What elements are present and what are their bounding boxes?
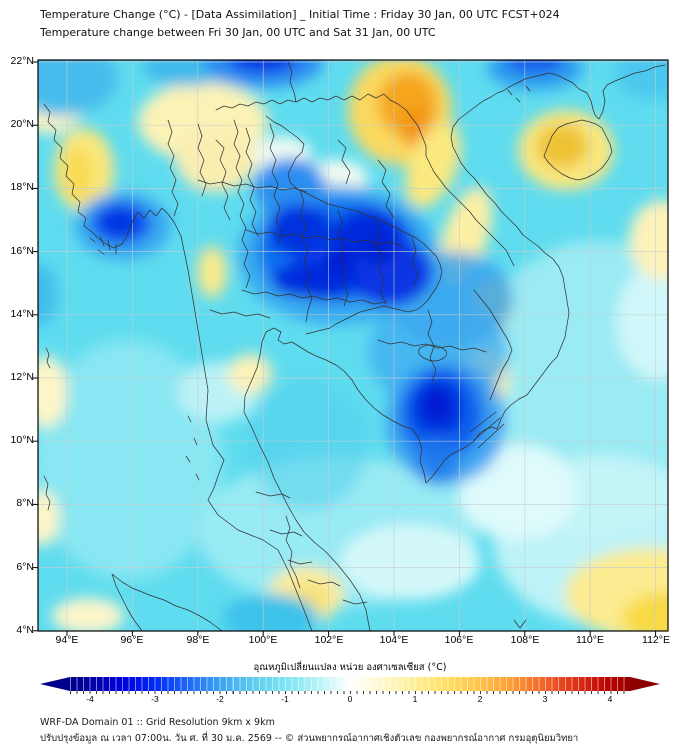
temperature-field xyxy=(38,60,668,631)
lat-axis-label: 6°N xyxy=(16,561,34,573)
lon-axis-label: 106°E xyxy=(444,634,474,646)
colorbar-left-arrow xyxy=(40,677,70,691)
footer-attribution: ปรับปรุงข้อมูล ณ เวลา 07:00น. วัน ศ. ที่… xyxy=(40,733,579,744)
map-frame xyxy=(37,59,669,632)
temperature-map xyxy=(33,59,669,636)
footer-model-info: WRF-DA Domain 01 :: Grid Resolution 9km … xyxy=(40,717,275,728)
lon-axis-label: 100°E xyxy=(248,634,278,646)
lon-axis-label: 98°E xyxy=(186,634,210,646)
colorbar-tick-label: -1 xyxy=(281,694,289,704)
colorbar-tick-label: 4 xyxy=(607,694,613,704)
lat-axis-label: 18°N xyxy=(10,181,34,193)
colorbar-tick-label: 2 xyxy=(477,694,483,704)
lon-axis-label: 112°E xyxy=(642,634,670,646)
lon-axis-label: 110°E xyxy=(576,634,604,646)
axis-ticks xyxy=(33,61,657,636)
lat-axis-label: 22°N xyxy=(10,55,34,67)
lon-axis-label: 108°E xyxy=(510,634,540,646)
colorbar-tick-label: 1 xyxy=(412,694,418,704)
lon-axis-label: 102°E xyxy=(314,634,344,646)
colorbar-gradient xyxy=(70,677,630,691)
lat-axis-label: 16°N xyxy=(10,245,34,257)
lat-axis-label: 4°N xyxy=(16,624,34,636)
plot-title: Temperature Change (°C) - [Data Assimila… xyxy=(40,8,560,21)
plot-subtitle: Temperature change between Fri 30 Jan, 0… xyxy=(40,26,436,39)
map-coastlines xyxy=(43,61,666,631)
colorbar-tickmarks xyxy=(70,691,630,694)
colorbar xyxy=(40,677,660,691)
colorbar-tick-label: -2 xyxy=(216,694,224,704)
colorbar-tick-label: 0 xyxy=(347,694,353,704)
lon-axis-label: 94°E xyxy=(55,634,79,646)
lon-axis-label: 96°E xyxy=(120,634,144,646)
lat-axis-label: 8°N xyxy=(16,497,34,509)
lat-axis-label: 14°N xyxy=(10,308,34,320)
colorbar-tick-label: 3 xyxy=(542,694,548,704)
lon-axis-label: 104°E xyxy=(379,634,409,646)
lat-axis-label: 10°N xyxy=(10,434,34,446)
lat-axis-label: 12°N xyxy=(10,371,34,383)
colorbar-right-arrow xyxy=(630,677,660,691)
lat-axis-label: 20°N xyxy=(10,118,34,130)
colorbar-title: อุณหภูมิเปลี่ยนแปลง หน่วย องศาเซลเซียส (… xyxy=(253,662,447,673)
colorbar-tick-label: -4 xyxy=(86,694,94,704)
colorbar-tick-label: -3 xyxy=(151,694,159,704)
